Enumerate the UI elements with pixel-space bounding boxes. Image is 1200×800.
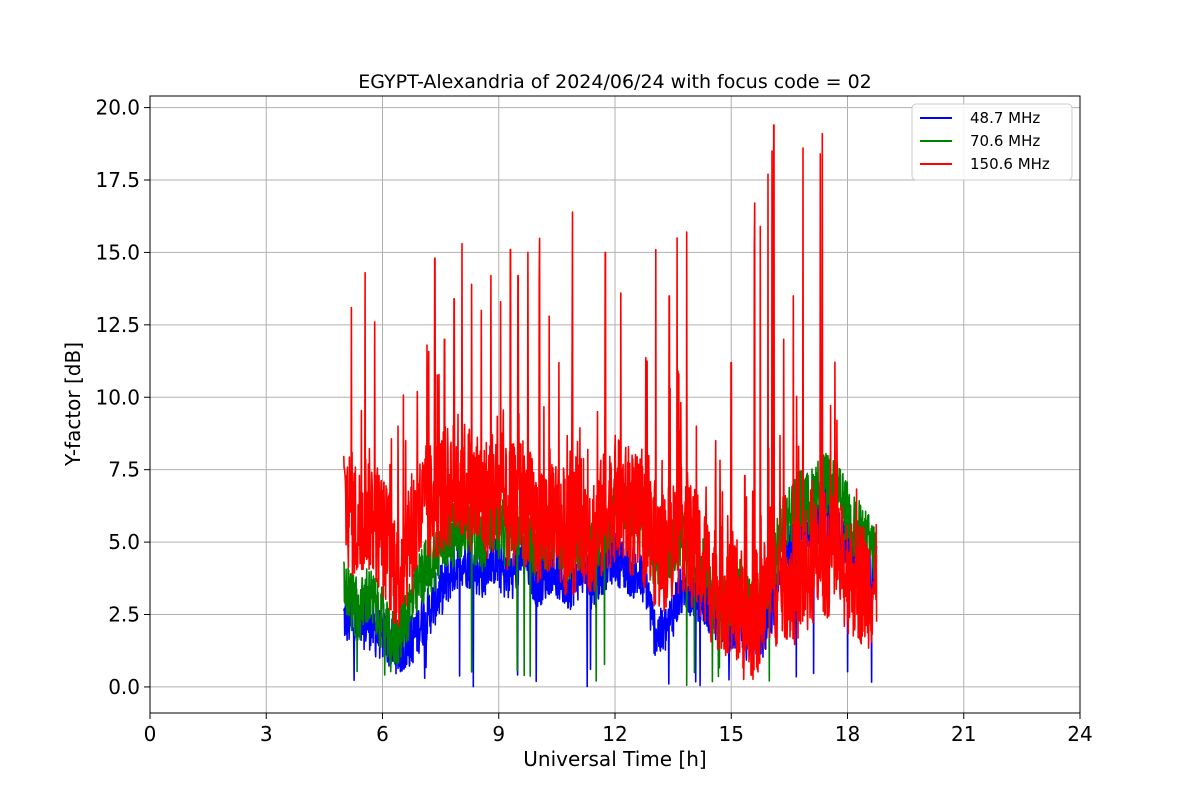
y-tick-label: 17.5 [95, 168, 140, 192]
series-line-48-7-mhz [343, 487, 878, 688]
x-tick-label: 6 [376, 722, 389, 746]
x-tick-label: 15 [719, 722, 744, 746]
y-axis-label: Y-factor [dB] [61, 342, 85, 467]
legend: 48.7 MHz 70.6 MHz 150.6 MHz [911, 103, 1073, 181]
legend-box [911, 103, 1073, 181]
y-tick-label: 15.0 [95, 240, 140, 264]
plot-area [149, 95, 1081, 714]
x-tick-label: 9 [492, 722, 505, 746]
x-axis-ticks: 0 3 6 9 12 15 18 21 24 [144, 713, 1093, 746]
y-tick-label: 0.0 [108, 675, 140, 699]
y-tick-label: 20.0 [95, 96, 140, 120]
series-line-150-6-mhz [343, 124, 878, 681]
series-layer [343, 124, 878, 688]
y-tick-label: 10.0 [95, 385, 140, 409]
x-tick-label: 12 [602, 722, 627, 746]
legend-label: 150.6 MHz [970, 155, 1050, 173]
x-tick-label: 21 [951, 722, 976, 746]
legend-label: 48.7 MHz [970, 109, 1040, 127]
x-tick-label: 18 [835, 722, 860, 746]
x-tick-label: 0 [144, 722, 157, 746]
y-tick-label: 12.5 [95, 313, 140, 337]
y-axis-ticks: 0.0 2.5 5.0 7.5 10.0 12.5 15.0 17.5 20.0 [95, 96, 150, 699]
y-tick-label: 2.5 [108, 603, 140, 627]
x-axis-label: Universal Time [h] [523, 747, 706, 771]
chart-title: EGYPT-Alexandria of 2024/06/24 with focu… [358, 71, 872, 93]
x-tick-label: 3 [260, 722, 273, 746]
y-tick-label: 7.5 [108, 458, 140, 482]
x-tick-label: 24 [1067, 722, 1092, 746]
legend-label: 70.6 MHz [970, 132, 1040, 150]
y-tick-label: 5.0 [108, 530, 140, 554]
